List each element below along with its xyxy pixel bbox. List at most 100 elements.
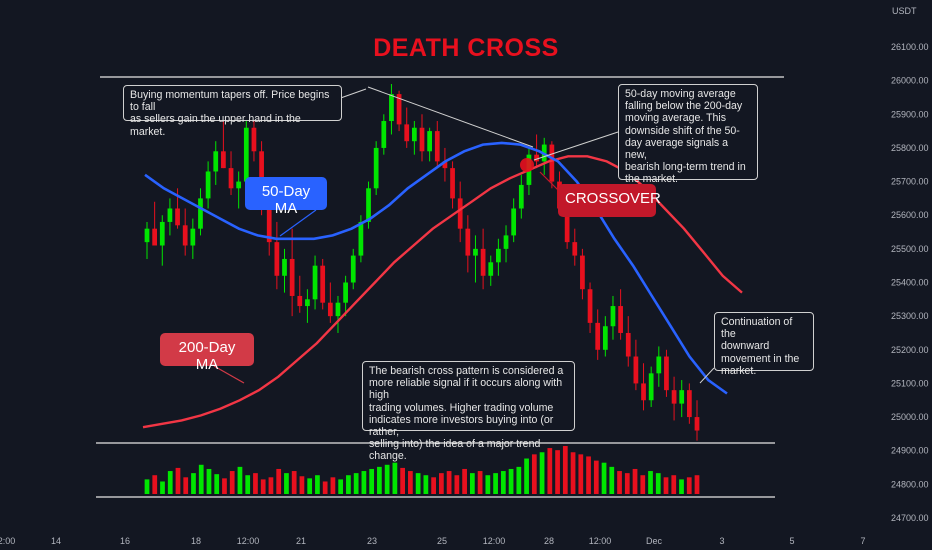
volume-bar — [477, 471, 483, 494]
candle-body — [159, 221, 165, 246]
volume-bar — [648, 471, 653, 494]
volume-bar — [431, 477, 436, 494]
volume-bar — [198, 464, 204, 494]
volume-bar — [493, 473, 498, 494]
volume-bar — [663, 477, 669, 494]
volume-bar — [539, 452, 545, 494]
x-tick-label: 28 — [544, 536, 554, 546]
candle-body — [618, 306, 623, 333]
y-tick-label: 26100.00 — [891, 42, 929, 52]
volume-bar — [167, 471, 173, 494]
candle-body — [274, 242, 280, 276]
volume-bar — [353, 473, 359, 494]
candle-body — [297, 295, 303, 307]
candle-body — [648, 373, 654, 401]
volume-bar — [640, 475, 646, 494]
volume-bar — [268, 477, 274, 494]
chart-title: DEATH CROSS — [373, 34, 559, 62]
candle-body — [641, 383, 646, 401]
volume-bar — [446, 471, 452, 494]
crossover-description-annotation: 50-day moving average falling below the … — [618, 84, 758, 185]
volume-bar — [276, 468, 282, 494]
continuation-annotation: Continuation of the downward movement in… — [714, 312, 814, 377]
candle-body — [221, 151, 226, 169]
candle-body — [625, 332, 631, 357]
volume-annotation: The bearish cross pattern is considered … — [362, 361, 575, 462]
crossover-tag: CROSSOVER — [558, 184, 661, 217]
volume-bar — [593, 460, 599, 494]
volume-bar — [222, 478, 227, 494]
candle-body — [411, 127, 417, 142]
volume-bar — [369, 468, 375, 494]
volume-bar — [555, 450, 560, 494]
y-tick-label: 25500.00 — [891, 244, 929, 254]
volume-bar — [632, 468, 638, 494]
candle-body — [327, 302, 333, 317]
volume-bar — [601, 462, 607, 494]
volume-bar — [679, 479, 684, 494]
candle-body — [419, 127, 425, 152]
ma50-line — [144, 141, 728, 395]
candle-body — [480, 248, 486, 276]
volume-bar — [152, 475, 158, 494]
peak-trend-line — [367, 86, 534, 148]
volume-bar — [423, 475, 429, 494]
candle-body — [602, 326, 608, 350]
candle-body — [282, 258, 287, 276]
volume-bar — [206, 468, 212, 494]
volume-bar — [160, 481, 165, 494]
volume-bar — [338, 479, 344, 494]
volume-bar — [245, 475, 251, 494]
y-tick-label: 24800.00 — [891, 479, 929, 489]
ma50-pointer — [279, 209, 317, 237]
candle-body — [587, 289, 593, 323]
volume-bar — [408, 471, 413, 494]
volume-bar — [624, 473, 630, 494]
volume-bar — [361, 471, 367, 494]
crossover-tag-pointer — [539, 171, 559, 191]
volume-bar — [609, 466, 615, 494]
candle-body — [381, 121, 387, 148]
volume-bar — [291, 471, 297, 494]
candle-body — [549, 144, 555, 182]
y-tick-label: 25600.00 — [891, 210, 929, 220]
x-tick-label: 3 — [719, 536, 724, 546]
volume-bar — [229, 471, 235, 494]
volume-bar — [237, 466, 243, 494]
volume-bar — [284, 473, 289, 494]
y-tick-label: 25300.00 — [891, 311, 929, 321]
volume-bar — [183, 477, 189, 494]
candle-body — [694, 417, 700, 431]
candle-body — [534, 154, 539, 162]
y-tick-label: 25900.00 — [891, 109, 929, 119]
candle-body — [198, 198, 203, 229]
candle-body — [434, 131, 440, 162]
volume-bar — [299, 476, 305, 494]
volume-bar — [191, 473, 196, 494]
volume-bar — [570, 452, 576, 494]
candle-body — [572, 242, 578, 256]
volume-bar — [175, 467, 181, 494]
volume-bar — [671, 475, 677, 494]
x-tick-label: 21 — [296, 536, 306, 546]
candle-body — [679, 390, 685, 404]
volume-bar — [415, 473, 421, 494]
candle-body — [389, 94, 394, 122]
y-tick-label: 24900.00 — [891, 446, 929, 456]
candle-body — [152, 228, 158, 246]
candle-body — [305, 299, 310, 307]
currency-label: USDT — [892, 6, 917, 16]
y-tick-label: 24700.00 — [891, 513, 929, 523]
volume-bar — [694, 475, 700, 494]
candle-body — [358, 221, 364, 256]
volume-bar — [578, 454, 584, 494]
candle-body — [144, 228, 150, 243]
candle-body — [518, 184, 524, 209]
x-tick-label: 5 — [789, 536, 794, 546]
candle-body — [312, 265, 318, 300]
candle-body — [366, 188, 371, 222]
candle-body — [664, 356, 669, 391]
candle-body — [205, 171, 211, 199]
ma50-tag: 50-Day MA — [245, 177, 327, 217]
